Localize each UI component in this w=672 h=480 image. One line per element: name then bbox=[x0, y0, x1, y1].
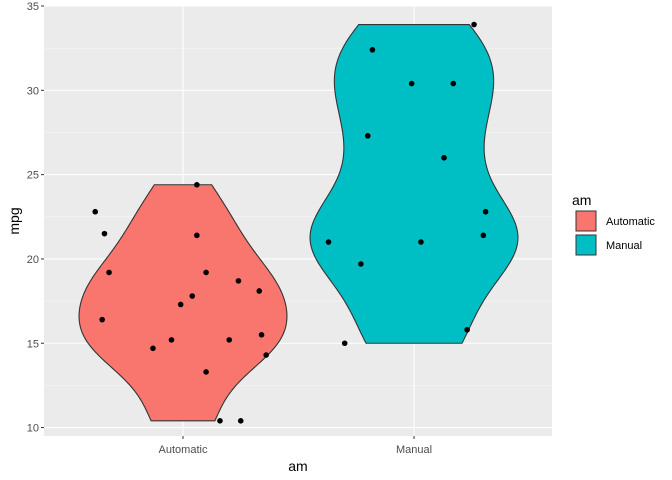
legend-label: Automatic bbox=[606, 216, 655, 228]
legend-key-manual bbox=[575, 234, 597, 256]
x-tick-label: Automatic bbox=[159, 444, 208, 456]
x-axis-ticks: Automatic Manual bbox=[159, 436, 432, 456]
data-point bbox=[369, 47, 376, 53]
data-point bbox=[258, 332, 265, 338]
data-point bbox=[217, 418, 223, 424]
data-point bbox=[256, 288, 263, 294]
violin-automatic bbox=[78, 184, 288, 422]
legend-title: am bbox=[572, 192, 591, 208]
data-point bbox=[365, 133, 371, 139]
legend: am Automatic Manual bbox=[572, 192, 655, 256]
y-tick-label: 20 bbox=[27, 254, 39, 266]
data-point bbox=[418, 239, 424, 245]
data-point bbox=[203, 369, 209, 375]
data-point bbox=[99, 316, 105, 323]
data-point bbox=[189, 293, 196, 299]
data-point bbox=[471, 21, 477, 28]
legend-entries: Automatic Manual bbox=[575, 210, 655, 256]
legend-key-automatic bbox=[575, 210, 597, 232]
data-point bbox=[194, 232, 200, 239]
data-point bbox=[480, 232, 487, 239]
y-axis-title: mpg bbox=[6, 207, 22, 234]
data-point bbox=[92, 208, 99, 215]
data-point bbox=[482, 208, 489, 215]
data-point bbox=[194, 181, 200, 188]
data-point bbox=[325, 239, 332, 245]
data-point bbox=[450, 80, 457, 87]
data-point bbox=[106, 269, 112, 276]
x-tick-label: Manual bbox=[396, 444, 432, 456]
y-tick-label: 15 bbox=[27, 338, 39, 350]
data-point bbox=[358, 261, 364, 267]
data-point bbox=[263, 352, 269, 358]
data-point bbox=[235, 278, 242, 284]
data-point bbox=[341, 340, 348, 347]
data-point bbox=[177, 301, 184, 308]
y-tick-label: 25 bbox=[27, 170, 39, 182]
data-points bbox=[92, 21, 489, 424]
data-point bbox=[237, 418, 244, 424]
data-point bbox=[203, 269, 209, 276]
violin-manual bbox=[309, 24, 519, 344]
data-point bbox=[226, 337, 232, 343]
x-axis-title: am bbox=[288, 458, 307, 474]
data-point bbox=[101, 230, 108, 237]
y-tick-label: 30 bbox=[27, 85, 39, 97]
data-point bbox=[150, 345, 156, 352]
y-tick-label: 10 bbox=[27, 423, 39, 435]
legend-label: Manual bbox=[606, 240, 642, 252]
y-axis-ticks: 10 15 20 25 30 35 bbox=[27, 1, 44, 435]
data-point bbox=[168, 337, 175, 343]
data-point bbox=[408, 80, 415, 87]
data-point bbox=[441, 154, 447, 161]
y-tick-label: 35 bbox=[27, 1, 39, 13]
data-point bbox=[464, 326, 470, 333]
